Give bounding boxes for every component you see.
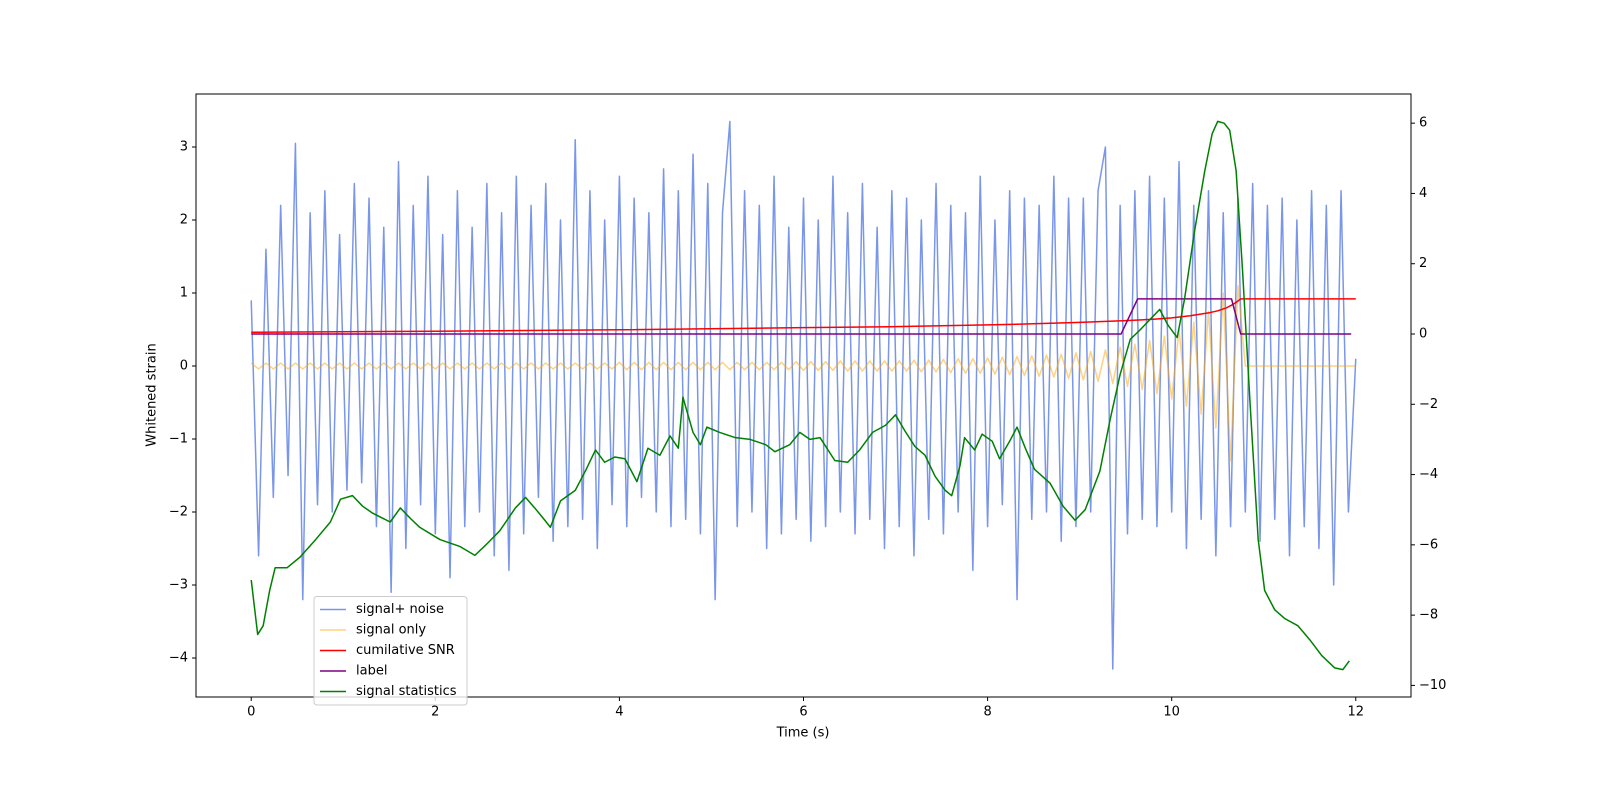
series-line [251,298,1356,333]
y2-tick-label: −2 [1419,397,1438,412]
x-tick-label: 2 [431,705,439,720]
legend-label: signal+ noise [356,602,444,617]
x-tick-label: 4 [615,705,623,720]
y-tick-label: 2 [180,213,188,228]
y-tick-label: 3 [180,139,188,154]
y-tick-label: −2 [169,505,188,520]
y2-tick-label: −6 [1419,537,1438,552]
y-tick-label: −1 [169,432,188,447]
y-tick-label: 0 [180,359,188,374]
y-tick-label: −3 [169,578,188,593]
y-axis-label: Whitened strain [145,343,160,446]
y2-tick-label: 4 [1419,186,1427,201]
x-axis-label: Time (s) [776,726,830,741]
y2-tick-label: −10 [1419,678,1446,693]
x-tick-label: 0 [247,705,255,720]
legend-label: signal statistics [356,684,457,699]
legend-label: cumilative SNR [356,643,455,658]
legend: signal+ noise signal only cumilative SNR la… [313,596,468,706]
y2-tick-label: 6 [1419,116,1427,131]
plot-area [250,120,1357,671]
series-line [250,284,1356,462]
y2-tick-label: 2 [1419,256,1427,271]
legend-label: label [356,664,387,679]
y-tick-label: −4 [169,651,188,666]
x-tick-label: 12 [1347,705,1364,720]
y2-tick-label: 0 [1419,327,1427,342]
series-line [250,120,1350,671]
y2-tick-label: −4 [1419,467,1438,482]
series-line [250,120,1357,670]
y-tick-label: 1 [180,286,188,301]
x-tick-label: 6 [799,705,807,720]
x-tick-label: 8 [983,705,991,720]
legend-label: signal only [356,623,426,638]
x-tick-label: 10 [1163,705,1180,720]
y2-tick-label: −8 [1419,608,1438,623]
legend-box [313,596,468,706]
